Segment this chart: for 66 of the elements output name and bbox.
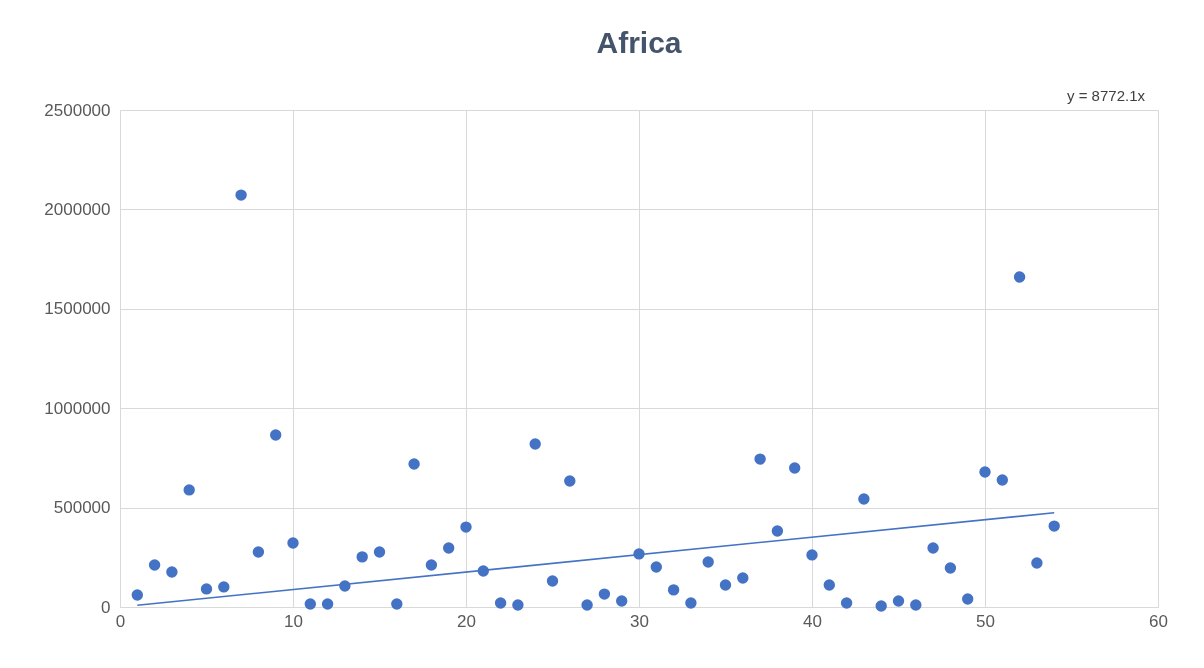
point: [962, 593, 974, 605]
point: [1013, 271, 1026, 283]
point: [806, 549, 818, 561]
text: y = 8772.1x: [1067, 87, 1146, 104]
point: [512, 599, 524, 611]
point: [494, 597, 507, 609]
y-tick-label: 500000: [53, 498, 111, 518]
point: [200, 583, 213, 595]
y-tick-label: 2500000: [44, 100, 111, 120]
point: [443, 542, 455, 554]
point: [944, 562, 957, 574]
y-tick-label: 1000000: [44, 398, 111, 418]
point: [892, 595, 905, 607]
point: [183, 484, 195, 496]
point: [131, 589, 143, 601]
y-tick-label: 2000000: [44, 199, 111, 219]
point: [287, 537, 299, 549]
point: [719, 579, 732, 591]
point: [771, 525, 784, 537]
y-tick-label: 0: [101, 597, 111, 617]
point: [996, 474, 1008, 486]
point: [823, 579, 835, 591]
point: [373, 546, 386, 558]
chart-title: Africa: [596, 26, 682, 59]
point: [408, 458, 420, 470]
point: [667, 584, 680, 596]
point: [304, 598, 316, 610]
x-tick-label: 60: [1149, 611, 1168, 631]
point: [529, 438, 541, 450]
point: [425, 559, 438, 571]
point: [270, 429, 282, 441]
point: [840, 597, 853, 609]
point: [685, 597, 697, 609]
x-tick-label: 20: [457, 611, 476, 631]
point: [754, 453, 766, 465]
point: [321, 598, 334, 610]
x-tick-label: 40: [803, 611, 822, 631]
point: [979, 466, 991, 478]
point: [166, 566, 178, 578]
x-tick-label: 30: [630, 611, 649, 631]
point: [1048, 520, 1060, 532]
point: [737, 572, 749, 584]
y-tick-label: 1500000: [44, 299, 111, 319]
point: [1031, 557, 1043, 569]
point: [858, 493, 870, 505]
point: [875, 600, 887, 612]
point: [910, 599, 922, 611]
point: [650, 561, 662, 573]
x-tick-label: 50: [976, 611, 995, 631]
point: [356, 551, 368, 563]
point: [235, 189, 247, 201]
point: [789, 462, 801, 474]
point: [702, 556, 714, 568]
point: [598, 588, 611, 600]
point: [927, 542, 939, 554]
point: [391, 598, 403, 610]
point: [252, 546, 265, 558]
x-tick-label: 0: [115, 611, 126, 631]
point: [546, 575, 559, 587]
point: [581, 599, 593, 611]
point: [148, 559, 161, 571]
point: [564, 475, 576, 487]
x-tick-label: 10: [284, 611, 303, 631]
point: [460, 521, 472, 533]
point: [218, 581, 230, 593]
point: [616, 595, 628, 607]
